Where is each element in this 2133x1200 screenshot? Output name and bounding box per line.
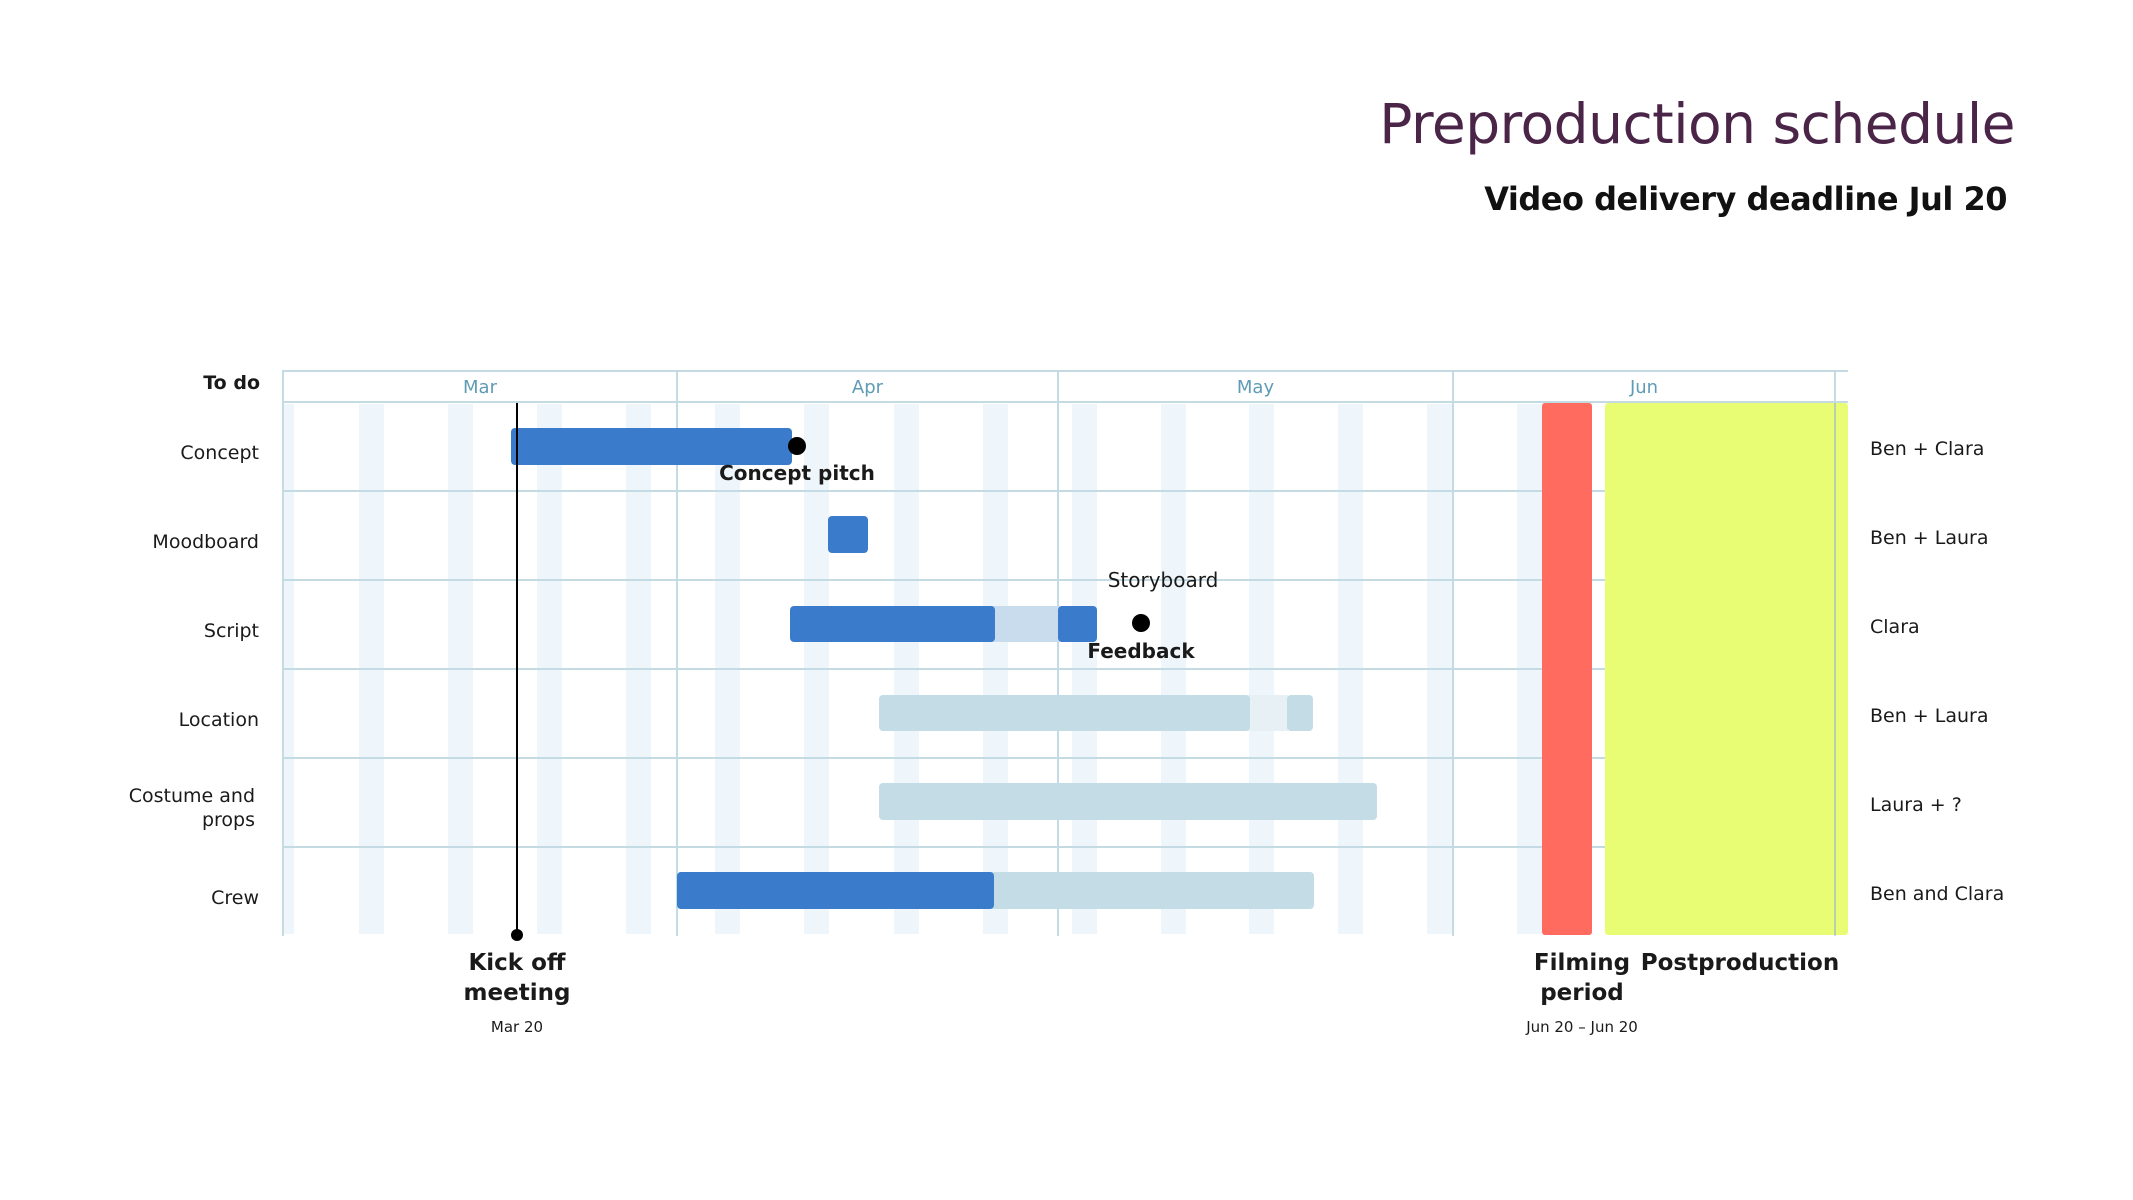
month-label-jun: Jun [1629,377,1659,398]
task-label-costume: Costume and props [128,785,255,831]
task-bar-crew-done[interactable] [677,872,994,909]
todo-column-header: To do [203,372,260,394]
assignee-costume: Laura + ? [1870,794,1962,816]
task-bar-concept[interactable] [511,428,792,465]
kickoff-dot [511,929,523,941]
postproduction-band [1605,403,1848,935]
milestone-feedback-label: Feedback [1087,639,1195,663]
task-bar-script-2[interactable] [1058,606,1097,642]
row-divider [282,757,1848,759]
row-divider [282,579,1848,581]
task-label-location: Location [178,709,259,731]
kickoff-title-line2: meeting [463,980,571,1006]
kickoff-line [516,403,518,935]
milestone-concept-pitch-label: Concept pitch [719,461,875,485]
assignee-location: Ben + Laura [1870,705,1989,727]
task-bar-location-1[interactable] [879,695,1250,731]
task-bar-script-gap [990,606,1060,642]
month-divider-overlay [1834,403,1836,935]
postproduction-title: Postproduction [1640,950,1840,976]
task-bar-script-1[interactable] [790,606,995,642]
row-divider [282,490,1848,492]
month-divider [676,370,678,936]
header-divider [282,401,1848,403]
assignee-concept: Ben + Clara [1870,438,1985,460]
month-label-apr: Apr [851,377,884,398]
task-bar-costume[interactable] [879,783,1377,820]
assignee-moodboard: Ben + Laura [1870,527,1989,549]
filming-title-line2: period [1540,980,1624,1006]
task-label-moodboard: Moodboard [152,531,259,553]
filming-period-band [1542,403,1592,935]
page-subtitle: Video delivery deadline Jul 20 [1484,180,2007,218]
milestone-concept-pitch-dot[interactable] [788,437,806,455]
milestone-storyboard-label: Storyboard [1107,568,1219,592]
filming-title-line1: Filming [1533,950,1631,976]
assignee-script: Clara [1870,616,1920,638]
task-bar-location-2[interactable] [1287,695,1313,731]
task-label-crew: Crew [211,887,259,909]
row-divider [282,846,1848,848]
kickoff-date: Mar 20 [490,1018,544,1036]
month-divider [1057,370,1059,936]
grid-frame [282,370,1848,936]
month-label-mar: Mar [463,377,497,398]
month-divider [1452,370,1454,936]
row-divider [282,668,1848,670]
milestone-feedback-dot[interactable] [1132,614,1150,632]
page-title: Preproduction schedule [1379,92,2015,156]
month-label-may: May [1236,377,1275,398]
task-label-concept: Concept [180,442,259,464]
assignee-crew: Ben and Clara [1870,883,2005,905]
task-bar-location-gap [1248,695,1288,731]
kickoff-title-line1: Kick off [468,950,566,976]
filming-date: Jun 20 – Jun 20 [1526,1018,1638,1036]
task-label-script: Script [203,620,259,642]
task-bar-moodboard[interactable] [828,516,868,553]
